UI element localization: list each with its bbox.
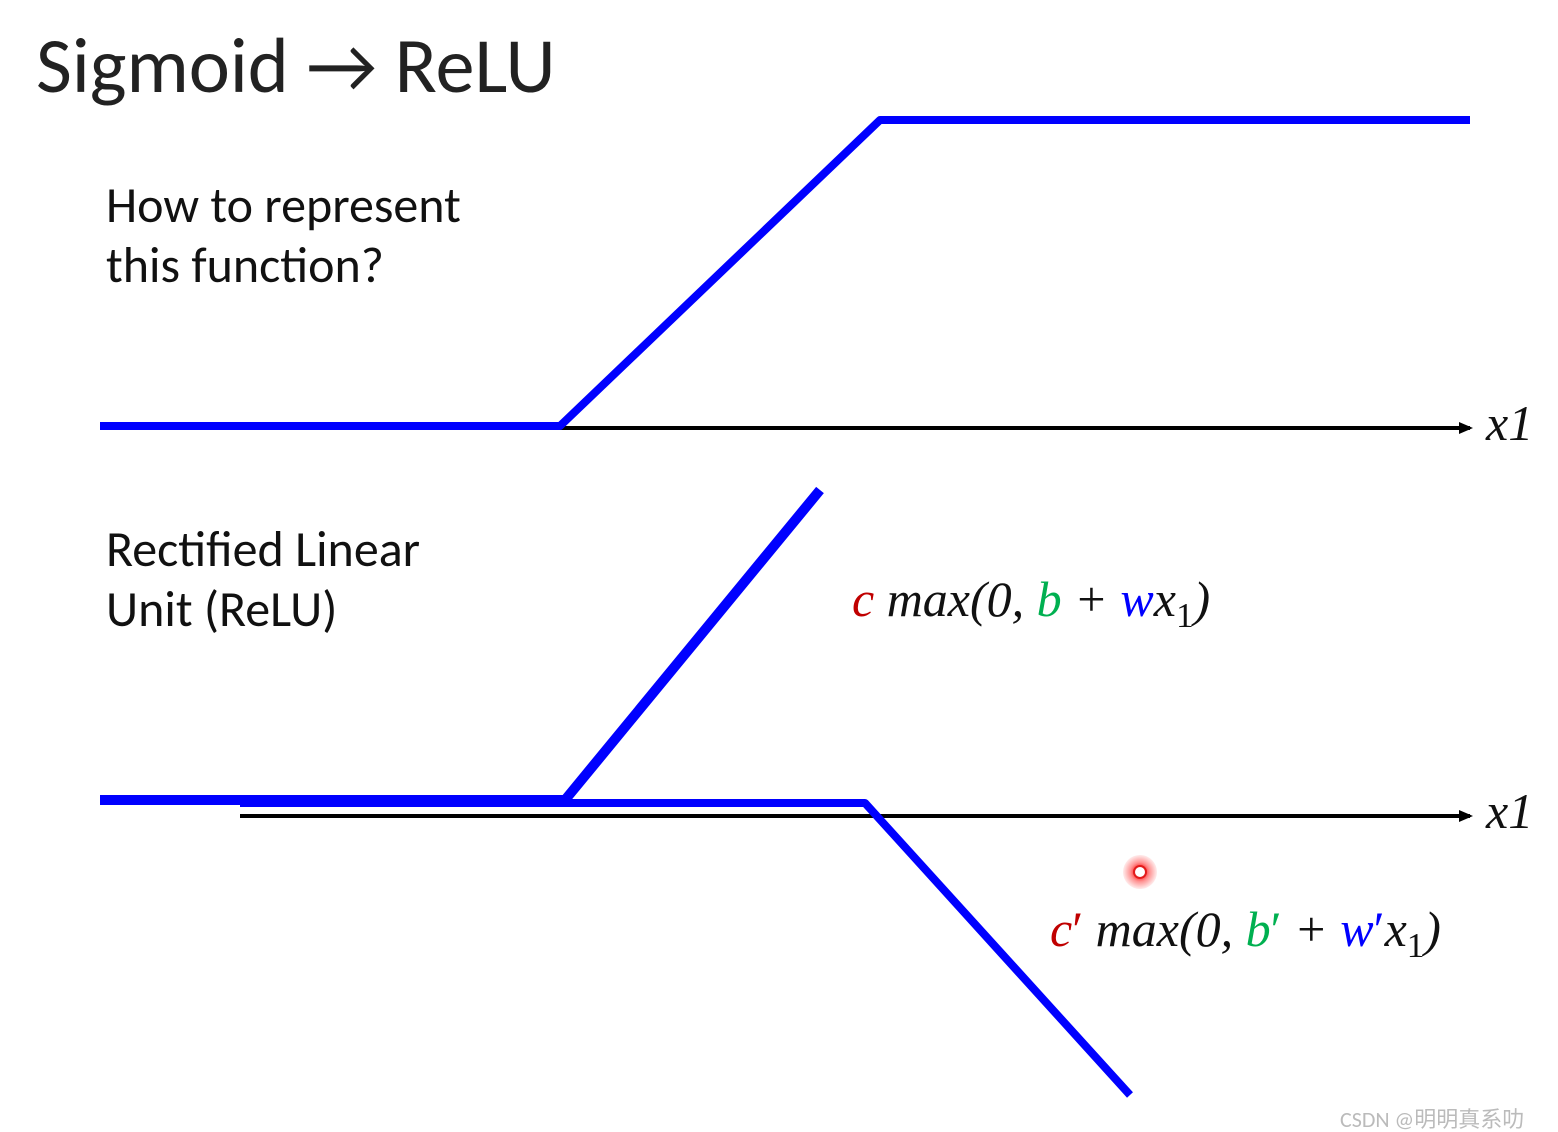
watermark-text: CSDN @明明真系叻 — [1340, 1102, 1524, 1132]
f1-xsub: 1 — [1176, 596, 1194, 635]
f2-x: x — [1385, 901, 1407, 957]
slide: { "title": { "text": "Sigmoid → ReLU", "… — [0, 0, 1558, 1132]
f2-wprime: ′ — [1374, 901, 1385, 957]
lower-relu-up — [100, 490, 820, 800]
f1-w: w — [1120, 571, 1153, 627]
upper-axis-x: x — [1486, 395, 1508, 451]
f2-max: max(0, — [1083, 901, 1245, 957]
lower-axis-x: x — [1486, 783, 1508, 839]
f2-c: c — [1050, 901, 1072, 957]
lower-axis-label: x1 — [1486, 782, 1533, 840]
upper-axis-label: x1 — [1486, 394, 1533, 452]
f1-plus: + — [1062, 571, 1121, 627]
f1-b: b — [1037, 571, 1062, 627]
formula-relu-2: c′ max(0, b′ + w′x1) — [1050, 900, 1441, 966]
lower-relu-down — [240, 803, 1130, 1095]
f2-plus: + — [1282, 901, 1341, 957]
f1-max: max(0, — [874, 571, 1036, 627]
f2-w: w — [1340, 901, 1373, 957]
f1-x: x — [1154, 571, 1176, 627]
upper-curve — [100, 120, 1470, 426]
f2-xsub: 1 — [1407, 926, 1425, 965]
formula-relu-1: c max(0, b + wx1) — [852, 570, 1210, 636]
f2-b: b — [1246, 901, 1271, 957]
f2-close: ) — [1424, 901, 1441, 957]
f2-bprime: ′ — [1271, 901, 1282, 957]
f1-close: ) — [1193, 571, 1210, 627]
lower-axis-x-sub: 1 — [1508, 783, 1533, 839]
f1-c: c — [852, 571, 874, 627]
upper-axis-x-sub: 1 — [1508, 395, 1533, 451]
f2-cprime: ′ — [1072, 901, 1083, 957]
